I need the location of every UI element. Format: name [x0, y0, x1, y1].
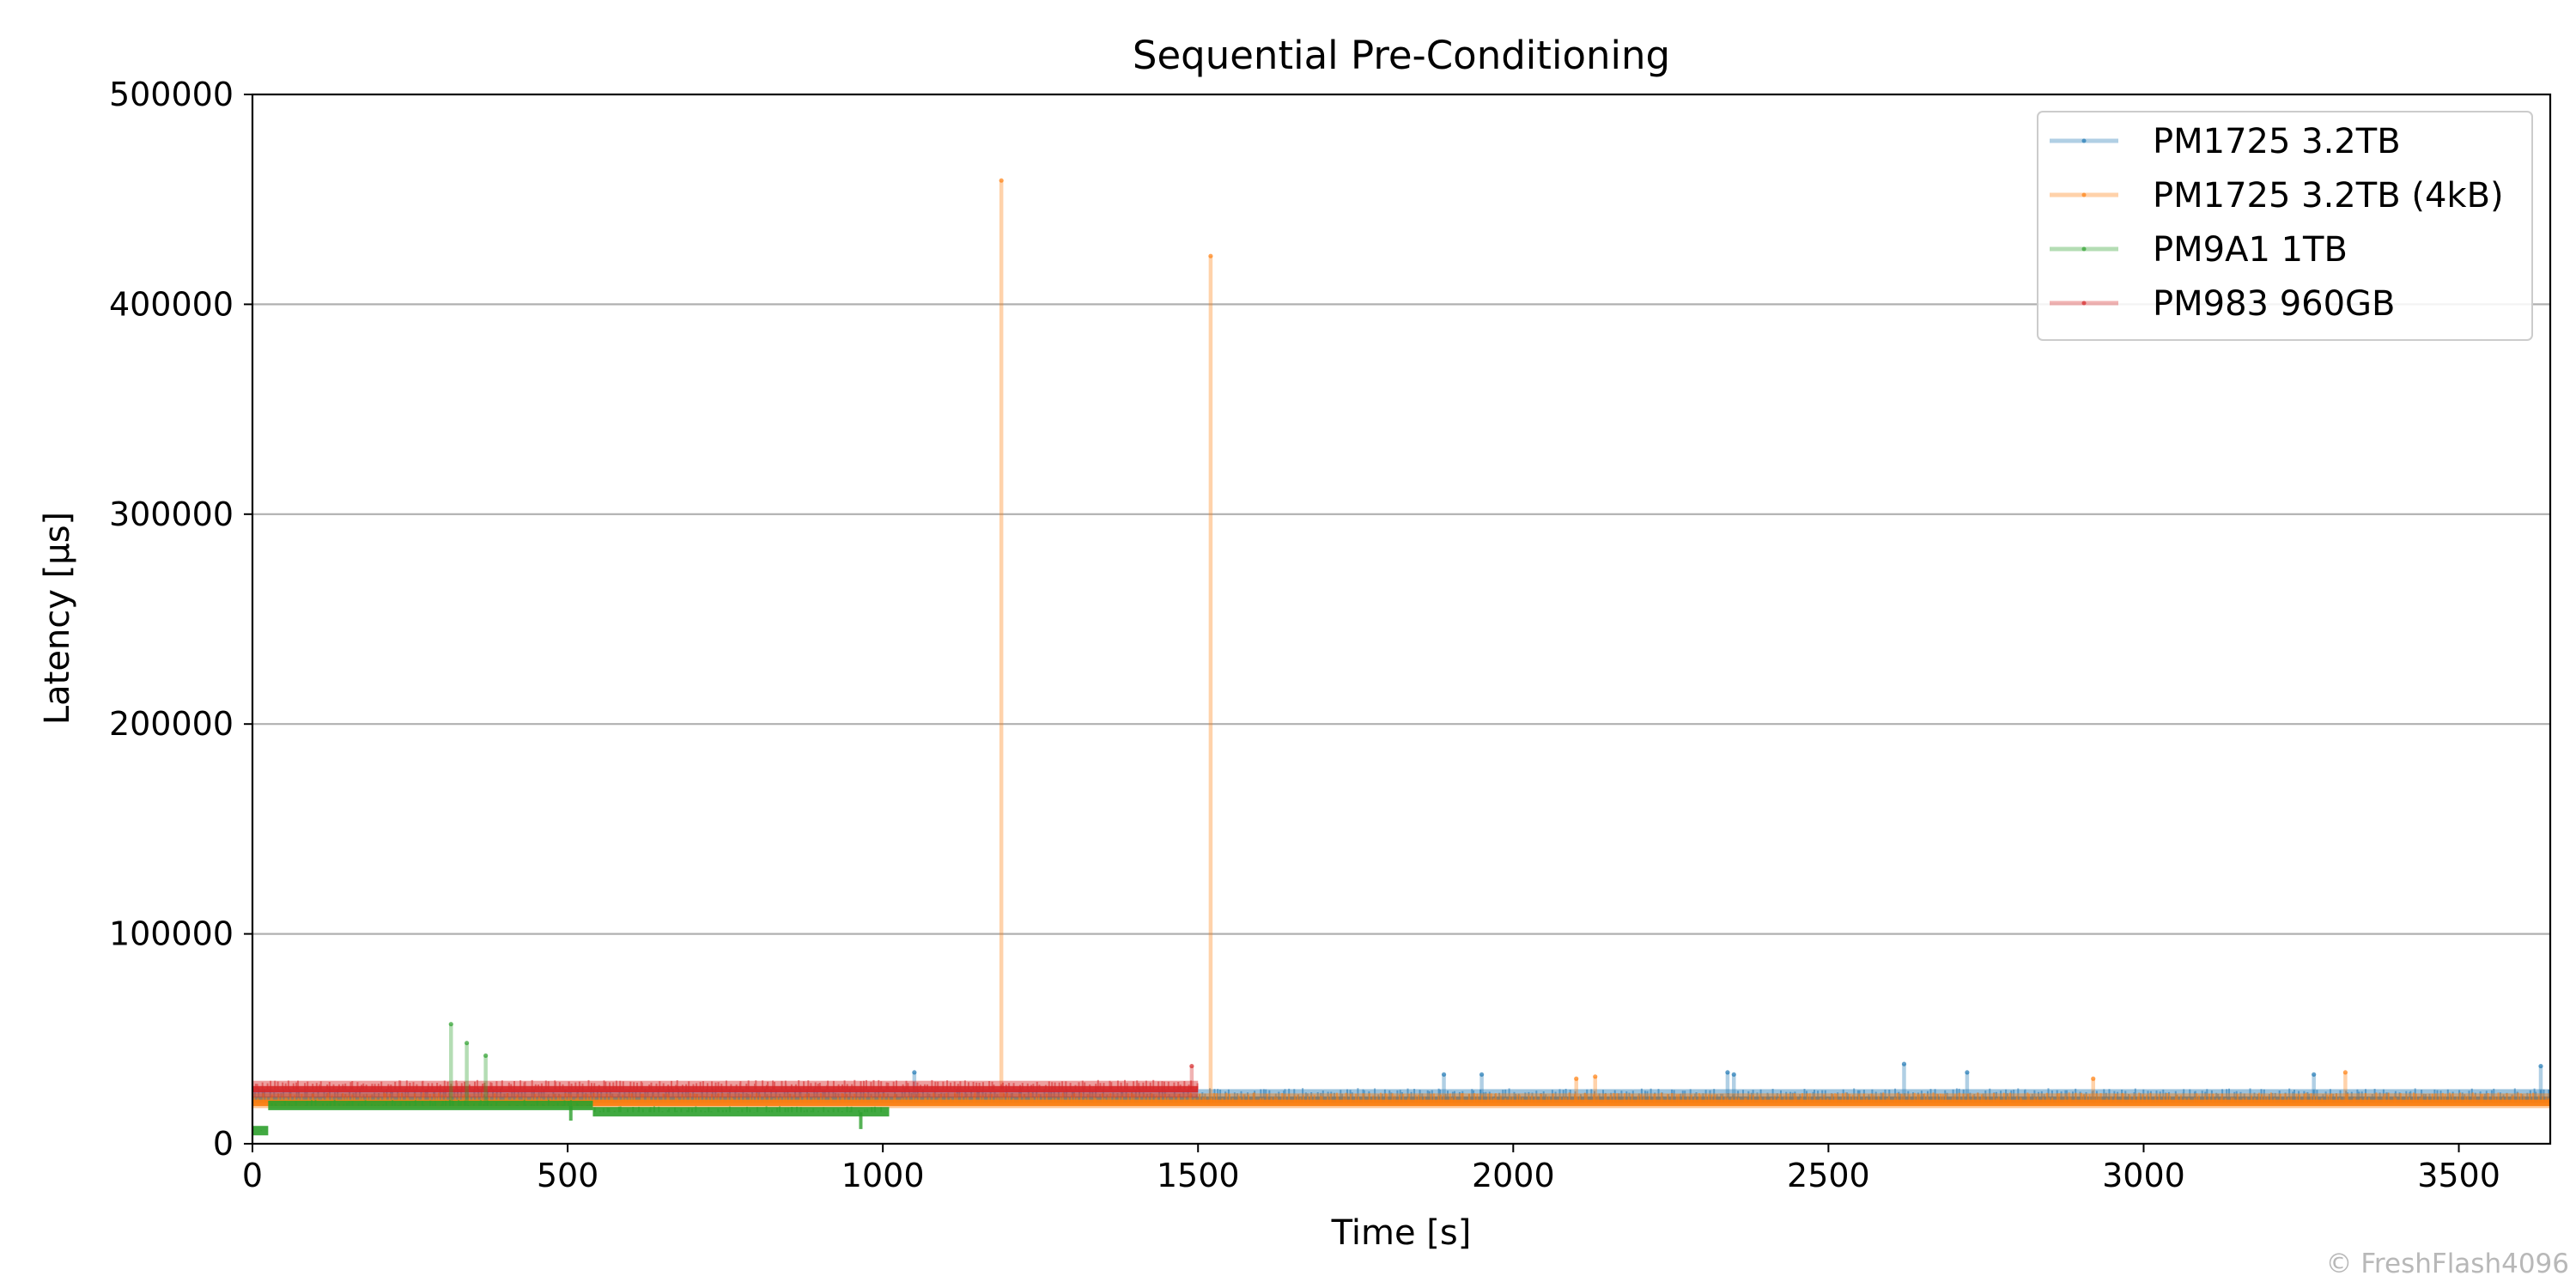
series-core — [252, 1099, 2550, 1107]
x-tick-label: 0 — [242, 1157, 263, 1194]
series-noise — [270, 1099, 592, 1106]
series-point — [448, 1022, 453, 1027]
plot-frame — [251, 93, 2552, 1145]
series-point — [1441, 1072, 1447, 1077]
series-noise — [254, 1079, 1199, 1090]
legend-label: PM983 960GB — [2153, 284, 2395, 324]
grid-lines — [252, 303, 2550, 935]
x-tick-label: 3000 — [2102, 1157, 2185, 1194]
y-axis: 0 100000 200000 300000 400000 500000 — [109, 76, 252, 1163]
legend-marker — [2081, 192, 2087, 197]
series-band — [252, 1126, 269, 1136]
series-point — [1208, 253, 1213, 258]
y-axis-label: Latency [µs] — [38, 512, 77, 725]
series-noise — [253, 1092, 2550, 1103]
x-tick-label: 500 — [537, 1157, 599, 1194]
x-tick-label: 2500 — [1787, 1157, 1870, 1194]
legend-box — [2037, 111, 2533, 341]
series-pm983-960gb — [252, 1063, 1199, 1098]
series-point — [483, 1053, 489, 1058]
series-point — [2091, 1076, 2096, 1081]
x-axis-label: Time [s] — [1331, 1213, 1472, 1253]
watermark: © FreshFlash4096 — [2325, 1249, 2570, 1279]
y-tick-label: 500000 — [109, 76, 234, 113]
legend-label: PM1725 3.2TB — [2153, 122, 2401, 161]
series-point — [2342, 1070, 2348, 1075]
legend-marker — [2081, 138, 2087, 143]
series-point — [2312, 1072, 2317, 1077]
series-point — [912, 1070, 917, 1075]
y-tick-label: 300000 — [109, 495, 234, 533]
series-band — [592, 1107, 890, 1117]
legend-marker — [2081, 301, 2087, 306]
x-tick-label: 2000 — [1472, 1157, 1555, 1194]
y-tick-label: 400000 — [109, 285, 234, 323]
series-point — [1189, 1063, 1194, 1069]
series-point — [465, 1041, 470, 1046]
x-tick-label: 1500 — [1157, 1157, 1240, 1194]
x-axis: 0 500 1000 1500 2000 2500 3000 3500 — [242, 1144, 2500, 1194]
series-core — [252, 1085, 1199, 1093]
legend-label: PM9A1 1TB — [2153, 230, 2348, 270]
legend-item: PM1725 3.2TB — [2050, 122, 2401, 161]
series-point — [1731, 1072, 1736, 1077]
x-tick-label: 1000 — [841, 1157, 925, 1194]
legend: PM1725 3.2TB PM1725 3.2TB (4kB) PM9A1 1TB P… — [2037, 111, 2533, 341]
series-point — [2538, 1063, 2543, 1069]
y-tick-label: 200000 — [109, 705, 234, 743]
legend-item: PM9A1 1TB — [2050, 230, 2348, 270]
series-point — [1901, 1061, 1907, 1066]
legend-item: PM1725 3.2TB (4kB) — [2050, 176, 2504, 216]
legend-marker — [2081, 246, 2087, 252]
series-pm9a1-1tb — [252, 1022, 890, 1136]
series-point — [1574, 1076, 1579, 1081]
legend-item: PM983 960GB — [2050, 284, 2395, 324]
legend-label: PM1725 3.2TB (4kB) — [2153, 176, 2504, 216]
x-tick-label: 3500 — [2417, 1157, 2500, 1194]
y-tick-label: 0 — [213, 1125, 234, 1163]
y-tick-label: 100000 — [109, 915, 234, 953]
series-point — [1479, 1072, 1485, 1077]
series-point — [999, 178, 1004, 183]
series-point — [1965, 1070, 1970, 1075]
series-point — [1593, 1074, 1598, 1079]
chart-title: Sequential Pre-Conditioning — [1133, 33, 1670, 78]
series-point — [1725, 1070, 1730, 1075]
series-layer — [252, 178, 2550, 1136]
series-pm1725-3-2tb-4kb- — [252, 178, 2550, 1109]
series-noise — [593, 1106, 888, 1113]
